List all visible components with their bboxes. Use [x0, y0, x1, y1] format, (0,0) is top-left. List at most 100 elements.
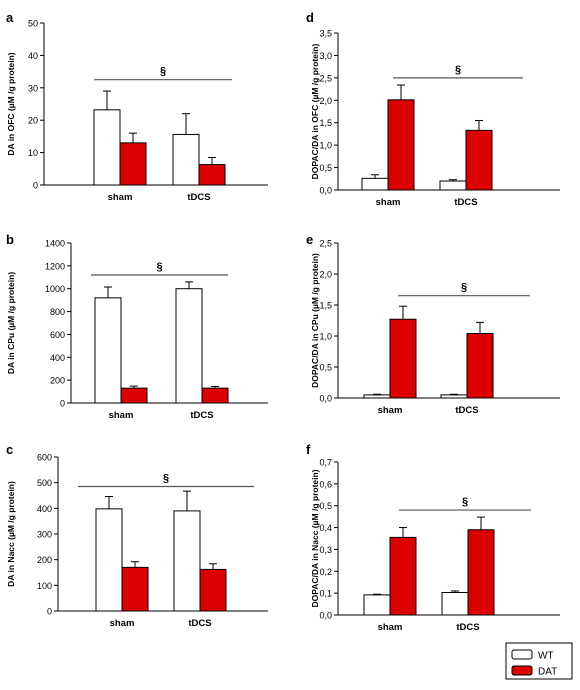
y-tick-label: 800 [50, 307, 65, 317]
y-tick-label: 0,3 [319, 545, 332, 555]
y-tick-label: 0 [33, 181, 38, 191]
bar-dat-tdcs [467, 529, 495, 616]
bar-wt-sham [361, 177, 389, 191]
y-tick-label: 500 [37, 478, 52, 488]
legend-label-wt: WT [538, 651, 554, 662]
y-tick-label: 100 [37, 581, 52, 591]
y-axis-label: DOPAC/DA in CPu (µM /g protein) [310, 253, 320, 388]
bar-dat-tdcs [201, 387, 229, 404]
y-tick-label: 1200 [45, 261, 65, 271]
legend-swatch-dat [511, 665, 533, 676]
y-tick-label: 1400 [45, 239, 65, 249]
bar-wt-sham [363, 394, 391, 399]
y-tick-label: 0,2 [319, 567, 332, 577]
y-tick-label: 0,4 [319, 523, 332, 533]
x-tick-label: sham [108, 192, 133, 203]
y-tick-label: 600 [50, 330, 65, 340]
y-tick-label: 3,0 [319, 51, 332, 61]
x-tick-label: sham [109, 410, 134, 421]
y-tick-label: 0,1 [319, 589, 332, 599]
y-tick-label: 50 [28, 19, 38, 29]
y-axis-label: DA in OFC (µM /g protein) [6, 52, 16, 155]
y-tick-label: 200 [50, 376, 65, 386]
bar-dat-sham [120, 387, 148, 404]
legend: WT DAT [505, 642, 573, 680]
y-axis-label: DOPAC/DA in OFC (µM /g protein) [310, 43, 320, 179]
bar-dat-tdcs [199, 568, 227, 612]
x-tick-label: sham [376, 197, 401, 208]
y-tick-label: 1,0 [319, 332, 332, 342]
bar-wt-tdcs [440, 394, 468, 399]
y-tick-label: 0 [47, 607, 52, 617]
y-tick-label: 10 [28, 148, 38, 158]
y-tick-label: 2,5 [319, 239, 332, 249]
bar-wt-tdcs [175, 288, 203, 404]
x-tick-label: tDCS [187, 192, 210, 203]
y-tick-label: 400 [50, 353, 65, 363]
panel-letter: c [6, 442, 13, 457]
y-tick-label: 0,7 [319, 458, 332, 468]
legend-label-dat: DAT [538, 667, 557, 678]
bar-wt-tdcs [441, 591, 469, 616]
y-tick-label: 300 [37, 530, 52, 540]
bar-dat-sham [389, 318, 417, 399]
bar-dat-sham [121, 566, 149, 612]
significance-marker: § [160, 66, 166, 78]
x-tick-label: sham [110, 618, 135, 629]
legend-swatch-wt [511, 649, 533, 660]
y-tick-label: 3,5 [319, 29, 332, 39]
x-tick-label: tDCS [188, 618, 211, 629]
bar-wt-sham [363, 594, 391, 616]
bar-dat-tdcs [466, 333, 494, 399]
y-tick-label: 2,0 [319, 270, 332, 280]
y-tick-label: 0,5 [319, 363, 332, 373]
significance-marker: § [156, 261, 162, 273]
y-axis-label: DOPAC/DA in Nacc (µM /g protein) [310, 469, 320, 607]
panel-letter: a [6, 10, 14, 25]
y-tick-label: 1,5 [319, 301, 332, 311]
y-tick-label: 0 [60, 399, 65, 409]
panel-c: c 0 100 200 300 400 500 600 DA in Nacc (µM /g pr… [6, 442, 268, 629]
bar-wt-tdcs [173, 510, 201, 612]
bar-wt-sham [93, 109, 121, 186]
y-tick-label: 20 [28, 116, 38, 126]
significance-marker: § [163, 473, 169, 485]
bar-wt-tdcs [172, 133, 200, 186]
significance-marker: § [462, 496, 468, 508]
y-tick-label: 200 [37, 555, 52, 565]
x-tick-label: sham [378, 622, 403, 633]
panel-letter: e [306, 232, 313, 247]
y-tick-label: 1000 [45, 284, 65, 294]
x-tick-label: tDCS [190, 410, 213, 421]
y-axis-label: DA in CPu (µM /g protein) [6, 272, 16, 374]
y-tick-label: 1,5 [319, 118, 332, 128]
panel-d: d 0,0 0,5 1,0 1,5 2,0 2,5 3,0 3,5 DOPAC/DA in OFC… [306, 10, 560, 208]
y-tick-label: 40 [28, 51, 38, 61]
panel-letter: f [306, 442, 311, 457]
y-tick-label: 1,0 [319, 141, 332, 151]
significance-marker: § [461, 282, 467, 294]
significance-marker: § [455, 64, 461, 76]
y-tick-label: 30 [28, 83, 38, 93]
bar-dat-tdcs [198, 164, 226, 186]
panel-a: a 0 10 20 30 40 50 DA in OFC (µM /g protein) § sh… [6, 10, 268, 203]
y-tick-label: 400 [37, 504, 52, 514]
bar-wt-tdcs [439, 180, 467, 191]
y-tick-label: 0,6 [319, 479, 332, 489]
x-tick-label: tDCS [456, 622, 479, 633]
y-tick-label: 0,0 [319, 611, 332, 621]
y-tick-label: 0,0 [319, 186, 332, 196]
bar-dat-tdcs [465, 129, 493, 191]
y-tick-label: 2,0 [319, 96, 332, 106]
x-tick-label: sham [378, 405, 403, 416]
bar-dat-sham [119, 142, 147, 186]
y-axis-label: DA in Nacc (µM /g protein) [6, 481, 16, 587]
y-tick-label: 0,5 [319, 163, 332, 173]
panel-b: b 0 200 400 600 800 1000 1200 1400 DA in CPu (µM … [6, 232, 268, 421]
x-tick-label: tDCS [454, 197, 477, 208]
y-tick-label: 0,5 [319, 501, 332, 511]
panel-letter: d [306, 10, 314, 25]
panel-e: e 0,0 0,5 1,0 1,5 2,0 2,5 DOPAC/DA in CPu (µM /… [306, 232, 560, 416]
